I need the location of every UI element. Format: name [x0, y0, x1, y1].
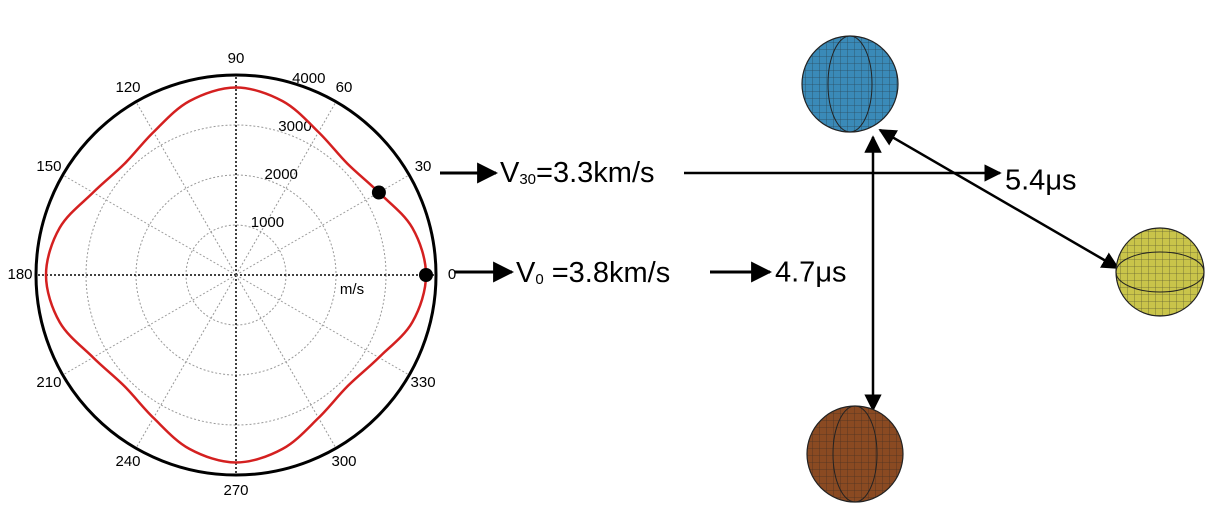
velocity-subscript: 30 [519, 171, 536, 188]
angle-label: 60 [336, 79, 353, 96]
grid-spoke [235, 174, 410, 276]
r-tick-label: 4000 [292, 70, 325, 87]
angle-label: 0 [448, 266, 456, 283]
time-30-label: 5.4μs [1005, 165, 1077, 197]
velocity-curve [44, 86, 428, 464]
velocity-value: =3.8km/s [544, 257, 671, 289]
angle-label: 90 [228, 50, 245, 67]
grid-spoke [135, 101, 237, 276]
polar-chart: 0 30 60 90 120 150 180 210 240 270 300 330 1000 2000 3… [7, 50, 456, 499]
highlight-point [371, 185, 386, 200]
sphere [801, 35, 899, 133]
velocity-symbol: V [500, 157, 520, 189]
angle-label: 30 [415, 158, 432, 175]
diagram: V30=3.3km/s 5.4μs V0 =3.8km/s 4.7μs [440, 35, 1205, 503]
angle-label: 210 [36, 374, 61, 391]
velocity-30-label: V30=3.3km/s [500, 157, 655, 189]
angle-label: 300 [331, 453, 356, 470]
angle-label: 330 [411, 374, 436, 391]
sphere [806, 405, 904, 503]
r-axis-label: m/s [340, 281, 364, 298]
velocity-symbol: V [516, 257, 536, 289]
velocity-subscript: 0 [535, 271, 543, 288]
highlight-point [419, 268, 433, 282]
grid-spoke [235, 101, 337, 276]
grid-spoke [62, 274, 237, 376]
angle-label: 180 [7, 266, 32, 283]
time-0-label: 4.7μs [775, 257, 847, 289]
angle-label: 150 [36, 158, 61, 175]
grid-spoke [135, 274, 237, 449]
grid-spoke [235, 274, 337, 449]
r-tick-label: 2000 [265, 166, 298, 183]
velocity-value: =3.3km/s [536, 157, 654, 189]
velocity-0-label: V0 =3.8km/s [516, 257, 670, 289]
angle-label: 120 [115, 79, 140, 96]
outer-ring [34, 73, 438, 477]
sphere [1115, 227, 1205, 317]
double-arrow [878, 128, 1120, 270]
grid-spoke [62, 174, 237, 276]
r-tick-label: 1000 [251, 214, 284, 231]
r-tick-label: 3000 [278, 118, 311, 135]
angle-label: 240 [115, 453, 140, 470]
grid-spoke [235, 274, 410, 376]
angle-label: 270 [223, 482, 248, 499]
